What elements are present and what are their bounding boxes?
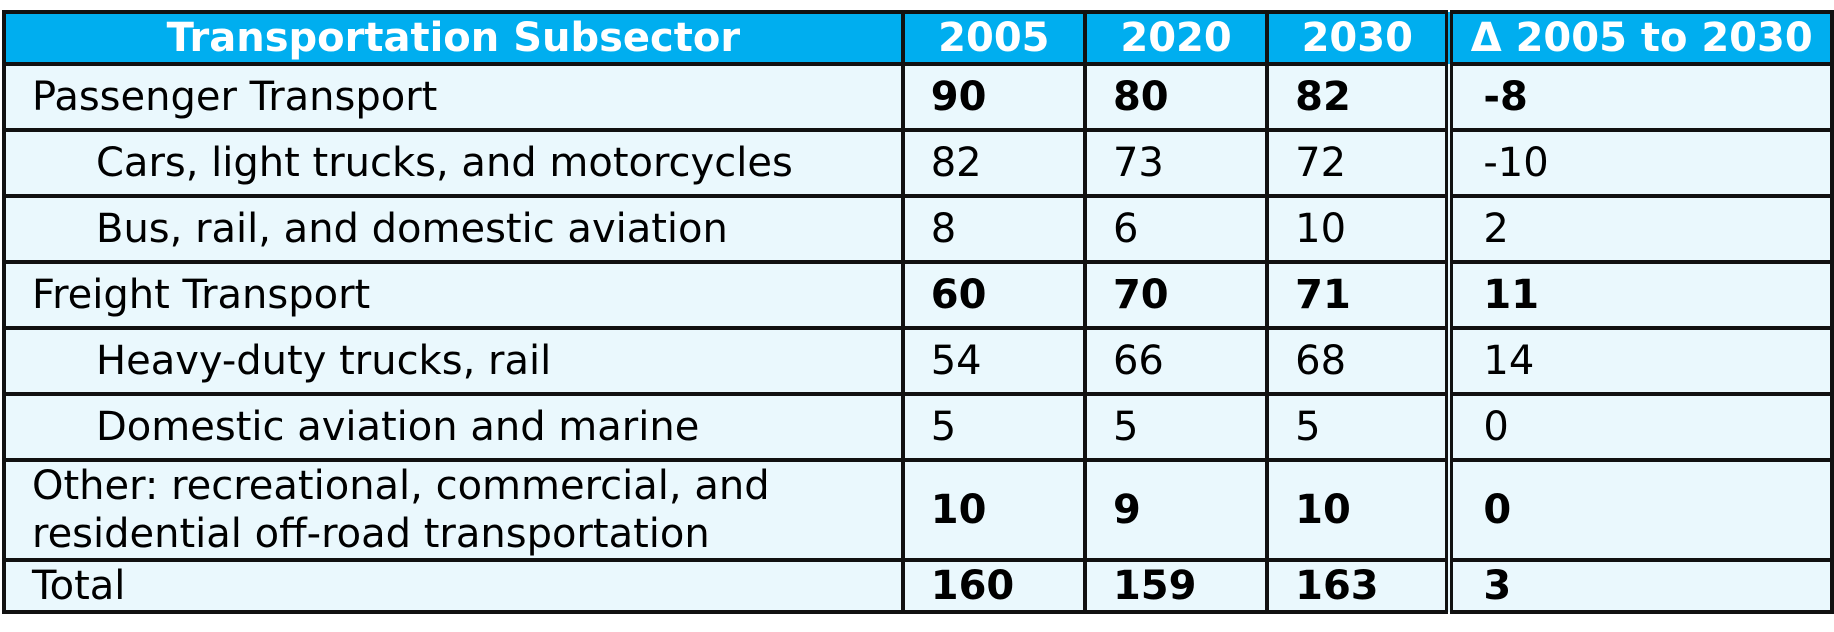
header-2020: 2020 [1082,10,1270,66]
cell-2020: 66 [1082,326,1270,396]
cell-2030: 5 [1265,392,1452,462]
cell-2030: 10 [1265,194,1452,264]
table-row-freight-transport: Freight Transport 60 70 71 11 [2,260,1834,330]
cell-2020: 80 [1082,62,1270,132]
cell-2005: 10 [900,458,1087,562]
cell-delta: 2 [1445,194,1834,264]
cell-2005: 8 [900,194,1087,264]
cell-delta: 0 [1445,392,1834,462]
cell-2030: 72 [1265,128,1452,198]
header-2030: 2030 [1265,10,1452,66]
cell-2005: 160 [900,558,1087,614]
cell-delta: 14 [1445,326,1834,396]
cell-2030: 68 [1265,326,1452,396]
cell-2030: 82 [1265,62,1452,132]
header-subsector: Transportation Subsector [2,10,905,66]
row-label: Bus, rail, and domestic aviation [2,194,905,264]
table-row-domestic-aviation-marine: Domestic aviation and marine 5 5 5 0 [2,392,1834,462]
table-row-cars: Cars, light trucks, and motorcycles 82 7… [2,128,1834,198]
cell-2030: 10 [1265,458,1452,562]
cell-2020: 9 [1082,458,1270,562]
header-delta: Δ 2005 to 2030 [1445,10,1834,66]
table-row-passenger-transport: Passenger Transport 90 80 82 -8 [2,62,1834,132]
table-row-bus-rail: Bus, rail, and domestic aviation 8 6 10 … [2,194,1834,264]
row-label: Total [2,558,905,614]
cell-delta: -10 [1445,128,1834,198]
row-label: Domestic aviation and marine [2,392,905,462]
table-row-heavy-duty: Heavy-duty trucks, rail 54 66 68 14 [2,326,1834,396]
row-label: Heavy-duty trucks, rail [2,326,905,396]
cell-delta: 0 [1445,458,1834,562]
header-2005: 2005 [900,10,1087,66]
cell-2030: 163 [1265,558,1452,614]
cell-2020: 5 [1082,392,1270,462]
cell-delta: 11 [1445,260,1834,330]
row-label: Passenger Transport [2,62,905,132]
cell-delta: -8 [1445,62,1834,132]
row-label: Freight Transport [2,260,905,330]
table-row-total: Total 160 159 163 3 [2,558,1834,614]
row-label: Cars, light trucks, and motorcycles [2,128,905,198]
cell-2005: 60 [900,260,1087,330]
table-row-other: Other: recreational, commercial, and resi… [2,458,1834,562]
transportation-emissions-table: Transportation Subsector 2005 2020 2030 … [2,10,1834,614]
row-label-line-1: Other: recreational, commercial, and [32,463,770,509]
cell-2020: 159 [1082,558,1270,614]
transportation-table-container: Transportation Subsector 2005 2020 2030 … [2,10,1834,614]
table-header-row: Transportation Subsector 2005 2020 2030 … [2,10,1834,66]
cell-2020: 6 [1082,194,1270,264]
cell-2020: 73 [1082,128,1270,198]
cell-2020: 70 [1082,260,1270,330]
row-label: Other: recreational, commercial, and resi… [2,458,905,562]
cell-2005: 5 [900,392,1087,462]
cell-2005: 90 [900,62,1087,132]
cell-delta: 3 [1445,558,1834,614]
cell-2030: 71 [1265,260,1452,330]
cell-2005: 82 [900,128,1087,198]
cell-2005: 54 [900,326,1087,396]
row-label-line-2: residential off-road transportation [32,511,710,557]
